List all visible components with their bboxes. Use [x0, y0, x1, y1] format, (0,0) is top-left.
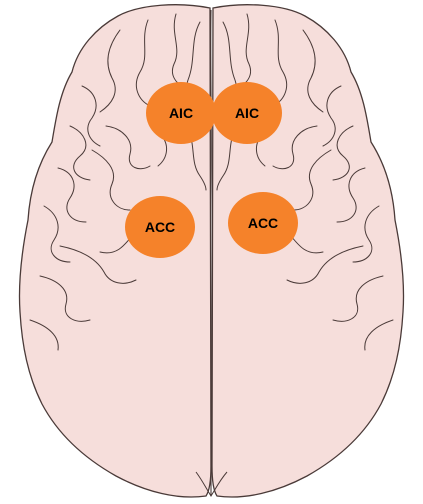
region-aic-left-marker — [146, 82, 216, 144]
region-acc-right: ACC — [228, 192, 298, 254]
region-aic-right-label: AIC — [235, 105, 259, 121]
region-acc-left-marker — [125, 196, 195, 258]
region-acc-right-label: ACC — [248, 215, 278, 231]
region-aic-left: AIC — [146, 82, 216, 144]
longitudinal-fissure — [210, 9, 212, 496]
right-gyri — [216, 13, 394, 351]
region-aic-left-label: AIC — [169, 105, 193, 121]
region-aic-right: AIC — [212, 82, 282, 144]
region-acc-left-label: ACC — [145, 219, 175, 235]
region-aic-right-marker — [212, 82, 282, 144]
region-acc-left: ACC — [125, 196, 195, 258]
occipital-notch — [195, 471, 228, 497]
region-acc-right-marker — [228, 192, 298, 254]
